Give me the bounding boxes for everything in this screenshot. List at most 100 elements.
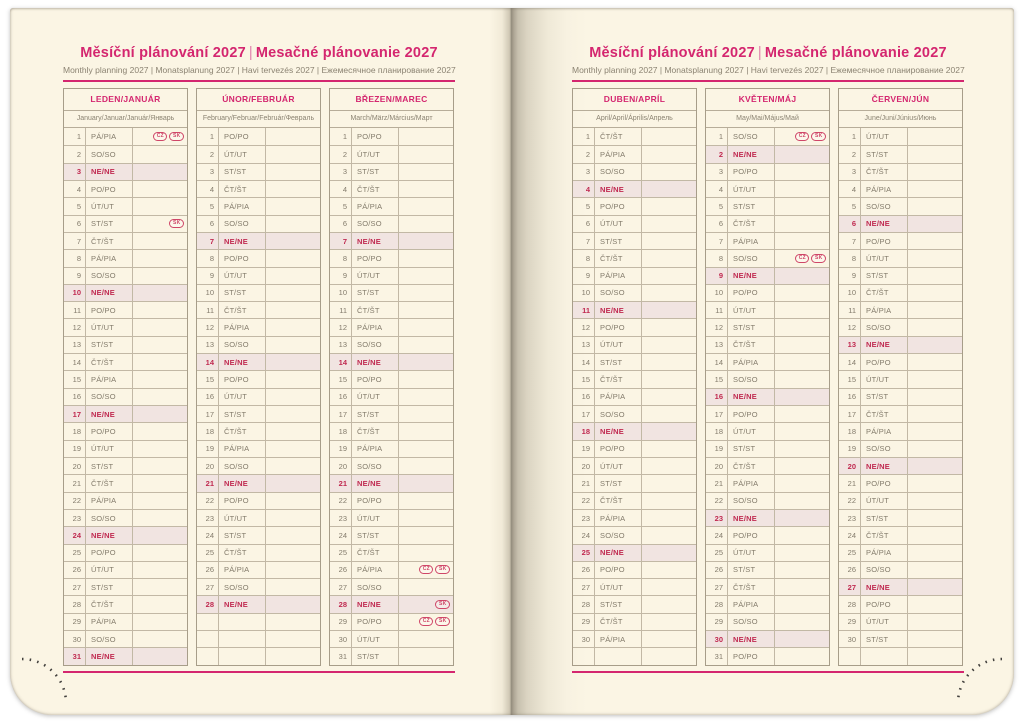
weekday-abbr: SO/SO (218, 579, 265, 596)
day-row: 10 PO/PO (706, 283, 829, 302)
day-number: 7 (209, 236, 214, 246)
notes-cell (265, 406, 320, 423)
day-row: 29 SO/SO (706, 612, 829, 631)
notes-cell (641, 232, 696, 250)
weekday-abbr: NE/NE (727, 146, 774, 163)
day-row: 29 ÚT/UT (839, 612, 962, 631)
notes-cell (641, 371, 696, 388)
notes-cell (132, 544, 187, 561)
page-title-czech: Měsíční plánování 2027 (589, 45, 755, 61)
day-number: 31 (714, 652, 723, 662)
weekday-abbr: SO/SO (594, 163, 641, 180)
day-number: 21 (205, 478, 214, 488)
day-row: 13 SO/SO (197, 335, 320, 354)
day-row: 11 ČT/ŠT (197, 301, 320, 319)
day-number: 3 (209, 167, 214, 177)
weekday-abbr: ČT/ŠT (594, 492, 641, 509)
day-number: 30 (581, 634, 590, 644)
month-subtitle: April/April/Április/Апрель (573, 111, 696, 128)
notes-cell (398, 544, 453, 561)
day-number: 16 (581, 392, 590, 402)
weekday-abbr: PÁ/PIA (860, 180, 907, 198)
day-number: 23 (205, 513, 214, 523)
day-number: 14 (205, 357, 214, 367)
notes-cell (132, 648, 187, 665)
day-number: 13 (714, 340, 723, 350)
notes-cell (132, 180, 187, 198)
month-subtitle: March/März/Március/Март (330, 111, 453, 128)
day-row: 31 ST/ST (330, 647, 453, 665)
day-number: 15 (72, 375, 81, 385)
weekday-abbr: SO/SO (860, 319, 907, 336)
day-number: 25 (847, 548, 856, 558)
day-row: 11 ČT/ŠT (330, 301, 453, 319)
weekday-abbr: ST/ST (351, 527, 398, 544)
day-row: 25 ÚT/UT (706, 543, 829, 561)
day-number: 25 (714, 548, 723, 558)
notes-cell (774, 388, 829, 405)
weekday-abbr: ČT/ŠT (727, 579, 774, 596)
day-number: 18 (338, 426, 347, 436)
notes-cell (907, 613, 962, 631)
day-number: 10 (581, 288, 590, 298)
day-row: 6 NE/NE (839, 214, 962, 232)
weekday-abbr: PÁ/PIA (727, 596, 774, 613)
weekday-abbr: ÚT/UT (594, 215, 641, 232)
notes-cell (641, 163, 696, 180)
day-row: 2 ÚT/UT (197, 145, 320, 163)
day-number: 9 (585, 271, 590, 281)
notes-cell (398, 319, 453, 336)
notes-cell (641, 388, 696, 405)
weekday-abbr: NE/NE (218, 596, 265, 613)
day-row: 10 NE/NE (64, 283, 187, 302)
day-row: 15 ČT/ŠT (573, 370, 696, 388)
day-row: 31 PO/PO (706, 647, 829, 665)
day-row: 20 ST/ST (64, 456, 187, 475)
weekday-abbr: PO/PO (594, 440, 641, 457)
holiday-badge-cz-icon: CZ (419, 617, 434, 627)
weekday-abbr: ÚT/UT (218, 509, 265, 527)
notes-cell (265, 284, 320, 302)
notes-cell (132, 561, 187, 579)
weekday-abbr: PÁ/PIA (860, 544, 907, 561)
day-number: 23 (847, 513, 856, 523)
day-row: 10 ST/ST (330, 283, 453, 302)
day-number: 9 (209, 271, 214, 281)
day-row: 28 NE/NE SK (330, 595, 453, 613)
weekday-abbr: ČT/ŠT (351, 423, 398, 440)
notes-cell (641, 284, 696, 302)
day-row: 7 ČT/ŠT (64, 231, 187, 250)
title-divider: | (757, 45, 762, 61)
notes-cell (907, 354, 962, 371)
day-row: 27 ÚT/UT (573, 578, 696, 596)
weekday-abbr: NE/NE (727, 631, 774, 648)
day-row: 8 ÚT/UT (839, 249, 962, 267)
month-table: ÚNOR/FEBRUÁR February/Februar/Február/Фе… (196, 88, 321, 666)
day-number: 31 (72, 652, 81, 662)
day-number: 5 (585, 201, 590, 211)
weekday-abbr: NE/NE (727, 267, 774, 284)
day-row: 21 PÁ/PIA (706, 474, 829, 492)
month-subtitle: February/Februar/Február/Февраль (197, 111, 320, 128)
notes-cell (132, 631, 187, 648)
weekday-abbr: PO/PO (218, 492, 265, 509)
day-number: 22 (72, 496, 81, 506)
notes-cell (641, 302, 696, 319)
notes-cell (907, 284, 962, 302)
day-number: 25 (581, 548, 590, 558)
notes-cell (132, 198, 187, 215)
day-number: 18 (847, 426, 856, 436)
weekday-abbr: ČT/ŠT (594, 613, 641, 631)
notes-cell (907, 215, 962, 232)
day-row: 4 ČT/ŠT (330, 179, 453, 198)
weekday-abbr: ST/ST (218, 284, 265, 302)
weekday-abbr: ST/ST (860, 388, 907, 405)
day-number: 21 (581, 478, 590, 488)
notes-cell (398, 146, 453, 163)
day-row: 23 ST/ST (839, 508, 962, 527)
holiday-badge-cz-icon: CZ (795, 132, 810, 142)
notes-cell (641, 561, 696, 579)
weekday-abbr: SO/SO (351, 336, 398, 354)
weekday-abbr: NE/NE (860, 457, 907, 475)
weekday-abbr: PÁ/PIA (594, 267, 641, 284)
